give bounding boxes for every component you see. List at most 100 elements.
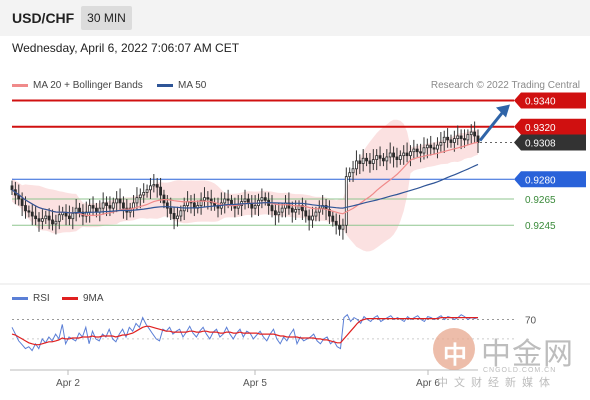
candle: [142, 183, 146, 203]
candle: [37, 212, 41, 232]
forecast-arrow-head: [496, 104, 510, 118]
candle: [385, 149, 389, 171]
forecast-arrow: [478, 104, 510, 142]
legend-rsi: RSI: [12, 293, 50, 304]
candle-body: [351, 168, 355, 174]
timeframe-button[interactable]: 30 MIN: [81, 6, 132, 30]
candle-body: [105, 202, 108, 206]
x-tick-label: Apr 6: [416, 378, 440, 389]
x-axis: Apr 2 Apr 5 Apr 6: [10, 369, 478, 389]
candle: [341, 218, 345, 240]
candle: [27, 205, 31, 218]
candle: [34, 205, 38, 226]
candle: [155, 177, 159, 198]
candle-body: [138, 194, 142, 199]
bollinger-band-area: [12, 119, 478, 252]
candle: [74, 198, 78, 222]
legend-ma9-swatch: [62, 296, 78, 300]
candle-body: [463, 138, 466, 141]
candle-body: [290, 207, 294, 213]
candle: [473, 121, 477, 143]
ma50-line: [11, 163, 479, 214]
last-price-label: 0.9308: [525, 139, 556, 150]
resistance-1-label: 0.9320: [525, 123, 556, 134]
candle: [162, 189, 166, 209]
candle-body: [328, 209, 331, 217]
candle: [68, 205, 71, 226]
candle-body: [469, 131, 473, 136]
candle: [378, 146, 382, 167]
legend-rsi-swatch: [12, 296, 28, 300]
candle: [57, 205, 61, 230]
price-levels: 0.9340 0.9320 0.9308 0.9280 0.9265 0.9245: [12, 92, 586, 232]
rsi-reference-label: 70: [525, 316, 537, 327]
candle: [398, 150, 402, 165]
candle-body: [365, 157, 368, 162]
candle-body: [162, 194, 166, 204]
candle: [20, 192, 24, 217]
candle-body: [145, 189, 149, 193]
candle-body: [317, 207, 321, 213]
bollinger-bands: [12, 119, 478, 252]
x-tick-label: Apr 5: [243, 378, 267, 389]
candle-body: [20, 198, 24, 206]
resistance-2-tag-bg: [514, 92, 586, 109]
candle-body: [172, 213, 176, 220]
candle-body: [40, 218, 44, 222]
candle-body: [368, 160, 372, 164]
legend-ma20-swatch: [12, 83, 28, 87]
candle: [203, 187, 206, 207]
candle-body: [304, 210, 308, 217]
candle-body: [165, 202, 169, 209]
candle: [145, 184, 149, 198]
candle-body: [388, 152, 392, 158]
candle-body: [108, 205, 112, 209]
candle: [361, 149, 365, 172]
x-tick-label: Apr 2: [56, 378, 80, 389]
candle-body: [246, 198, 250, 204]
candle-body: [338, 224, 341, 230]
candle: [159, 177, 162, 203]
legend-rsi-label: RSI: [33, 293, 50, 304]
candle-body: [412, 148, 416, 153]
candle: [365, 153, 368, 167]
candle-body: [385, 156, 389, 162]
candle-body: [436, 144, 439, 150]
candle: [459, 129, 463, 150]
candle-body: [10, 185, 14, 191]
candle-body: [149, 185, 152, 191]
candle: [270, 195, 274, 218]
legend-ma20-label: MA 20 + Bollinger Bands: [33, 80, 143, 91]
candle-body: [432, 147, 436, 150]
candle-body: [473, 131, 477, 137]
candle-body: [422, 147, 426, 154]
candle: [307, 209, 311, 231]
candle-body: [206, 197, 210, 200]
candle: [138, 188, 142, 209]
candle-body: [37, 218, 41, 222]
candle-body: [456, 135, 460, 139]
candle-body: [71, 213, 75, 220]
candle-body: [446, 136, 450, 141]
pivot-label: 0.9280: [525, 175, 556, 186]
candle-body: [449, 139, 453, 143]
report-datetime: Wednesday, April 6, 2022 7:06:07 AM CET: [12, 41, 240, 55]
legend-ma9-label: 9MA: [83, 293, 104, 304]
candle: [152, 174, 156, 193]
candle: [71, 206, 75, 230]
candle-body: [425, 144, 429, 149]
candle: [54, 214, 58, 235]
candle: [44, 210, 48, 224]
forecast-arrow-shaft: [478, 109, 506, 142]
candle: [209, 189, 213, 211]
candle: [273, 204, 277, 226]
candle-body: [57, 214, 61, 222]
candle: [30, 204, 34, 226]
candle-body: [331, 215, 335, 222]
candle-body: [307, 215, 311, 221]
support-1-label: 0.9265: [525, 195, 556, 206]
last-price-tag-bg: [514, 134, 586, 151]
candle-body: [452, 138, 456, 143]
candle-body: [439, 142, 443, 146]
resistance-2-label: 0.9340: [525, 97, 556, 108]
